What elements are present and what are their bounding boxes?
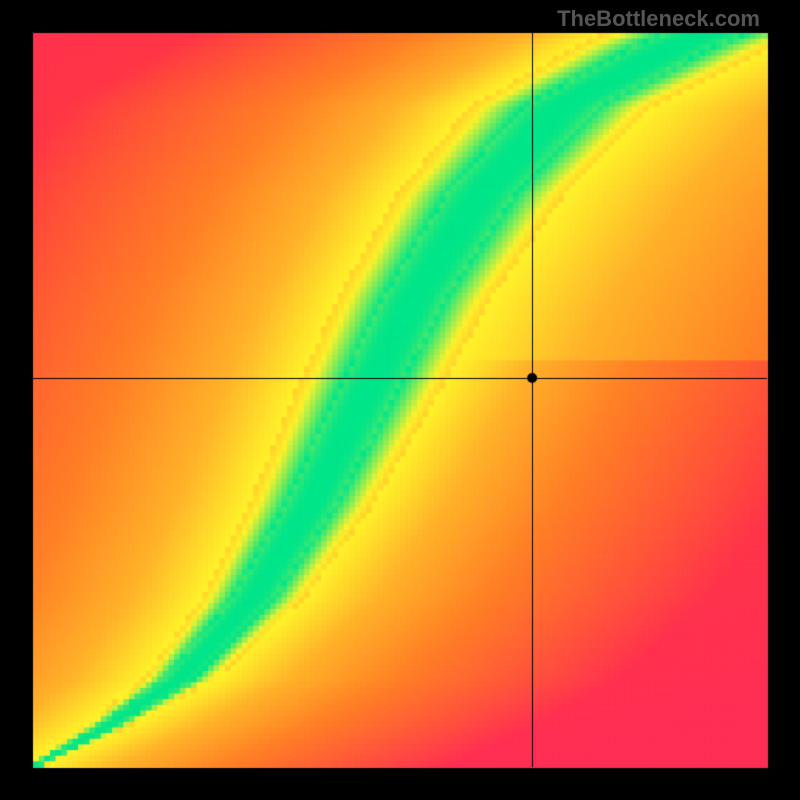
chart-container: TheBottleneck.com <box>0 0 800 800</box>
branding-text: TheBottleneck.com <box>557 6 760 32</box>
heatmap-canvas <box>0 0 800 800</box>
